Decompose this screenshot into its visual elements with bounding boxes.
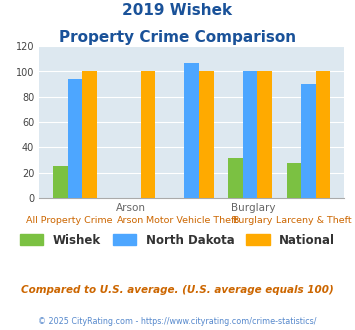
Bar	[67, 79, 82, 198]
Text: Arson: Arson	[117, 216, 144, 225]
Legend: Wishek, North Dakota, National: Wishek, North Dakota, National	[15, 229, 340, 251]
Text: © 2025 CityRating.com - https://www.cityrating.com/crime-statistics/: © 2025 CityRating.com - https://www.city…	[38, 317, 317, 326]
Bar	[316, 72, 331, 198]
Bar	[53, 166, 67, 198]
Bar	[82, 72, 97, 198]
Text: All Property Crime: All Property Crime	[26, 216, 113, 225]
Text: Property Crime Comparison: Property Crime Comparison	[59, 30, 296, 45]
Text: Arson: Arson	[116, 203, 146, 213]
Bar	[228, 157, 243, 198]
Text: Compared to U.S. average. (U.S. average equals 100): Compared to U.S. average. (U.S. average …	[21, 285, 334, 295]
Bar	[286, 163, 301, 198]
Text: Burglary: Burglary	[233, 216, 273, 225]
Text: Motor Vehicle Theft: Motor Vehicle Theft	[146, 216, 238, 225]
Text: Burglary: Burglary	[230, 203, 275, 213]
Bar	[141, 72, 155, 198]
Bar	[243, 72, 257, 198]
Bar	[257, 72, 272, 198]
Text: Larceny & Theft: Larceny & Theft	[276, 216, 352, 225]
Text: 2019 Wishek: 2019 Wishek	[122, 3, 233, 18]
Bar	[184, 63, 199, 198]
Bar	[199, 72, 214, 198]
Bar	[301, 84, 316, 198]
